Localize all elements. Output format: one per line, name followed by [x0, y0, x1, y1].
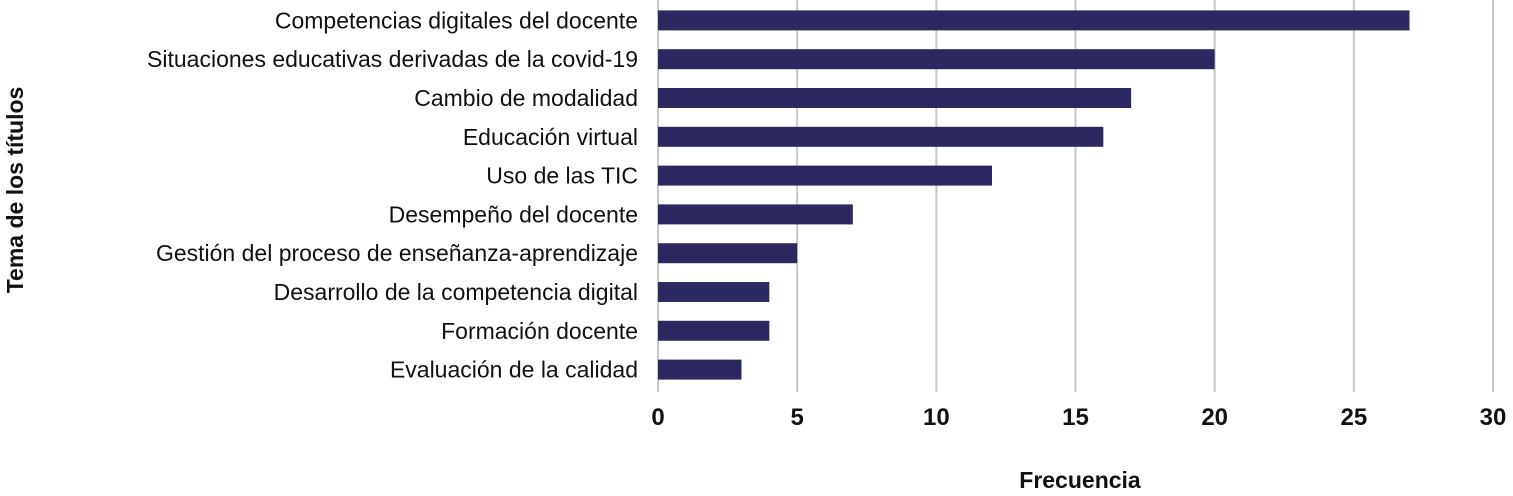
category-label: Desarrollo de la competencia digital [274, 279, 638, 305]
category-label: Cambio de modalidad [414, 85, 638, 111]
bar [658, 165, 992, 186]
category-label: Educación virtual [463, 124, 638, 150]
bar [658, 359, 742, 380]
x-tick-label: 30 [1480, 404, 1507, 431]
category-label: Gestión del proceso de enseñanza-aprendi… [156, 240, 638, 266]
category-label: Evaluación de la calidad [390, 357, 638, 383]
x-tick-label: 25 [1340, 404, 1367, 431]
bar [658, 49, 1215, 70]
x-tick-label: 20 [1201, 404, 1228, 431]
category-label: Desempeño del docente [389, 201, 638, 227]
bar [658, 126, 1104, 147]
bar [658, 282, 770, 302]
x-axis-title: Frecuencia [1019, 467, 1141, 493]
x-tick-label: 5 [790, 404, 803, 431]
x-tick-label: 0 [651, 404, 664, 431]
y-axis-title: Tema de los títulos [2, 87, 28, 294]
x-tick-label: 10 [923, 404, 950, 431]
category-label: Situaciones educativas derivadas de la c… [147, 46, 638, 72]
bar [658, 88, 1132, 108]
bar [658, 243, 798, 264]
bar [658, 320, 770, 341]
category-label: Uso de las TIC [486, 163, 638, 189]
bar [658, 204, 853, 225]
category-label: Formación docente [441, 318, 638, 344]
bar [658, 10, 1410, 31]
category-label: Competencias digitales del docente [275, 7, 638, 33]
x-tick-label: 15 [1062, 404, 1089, 431]
